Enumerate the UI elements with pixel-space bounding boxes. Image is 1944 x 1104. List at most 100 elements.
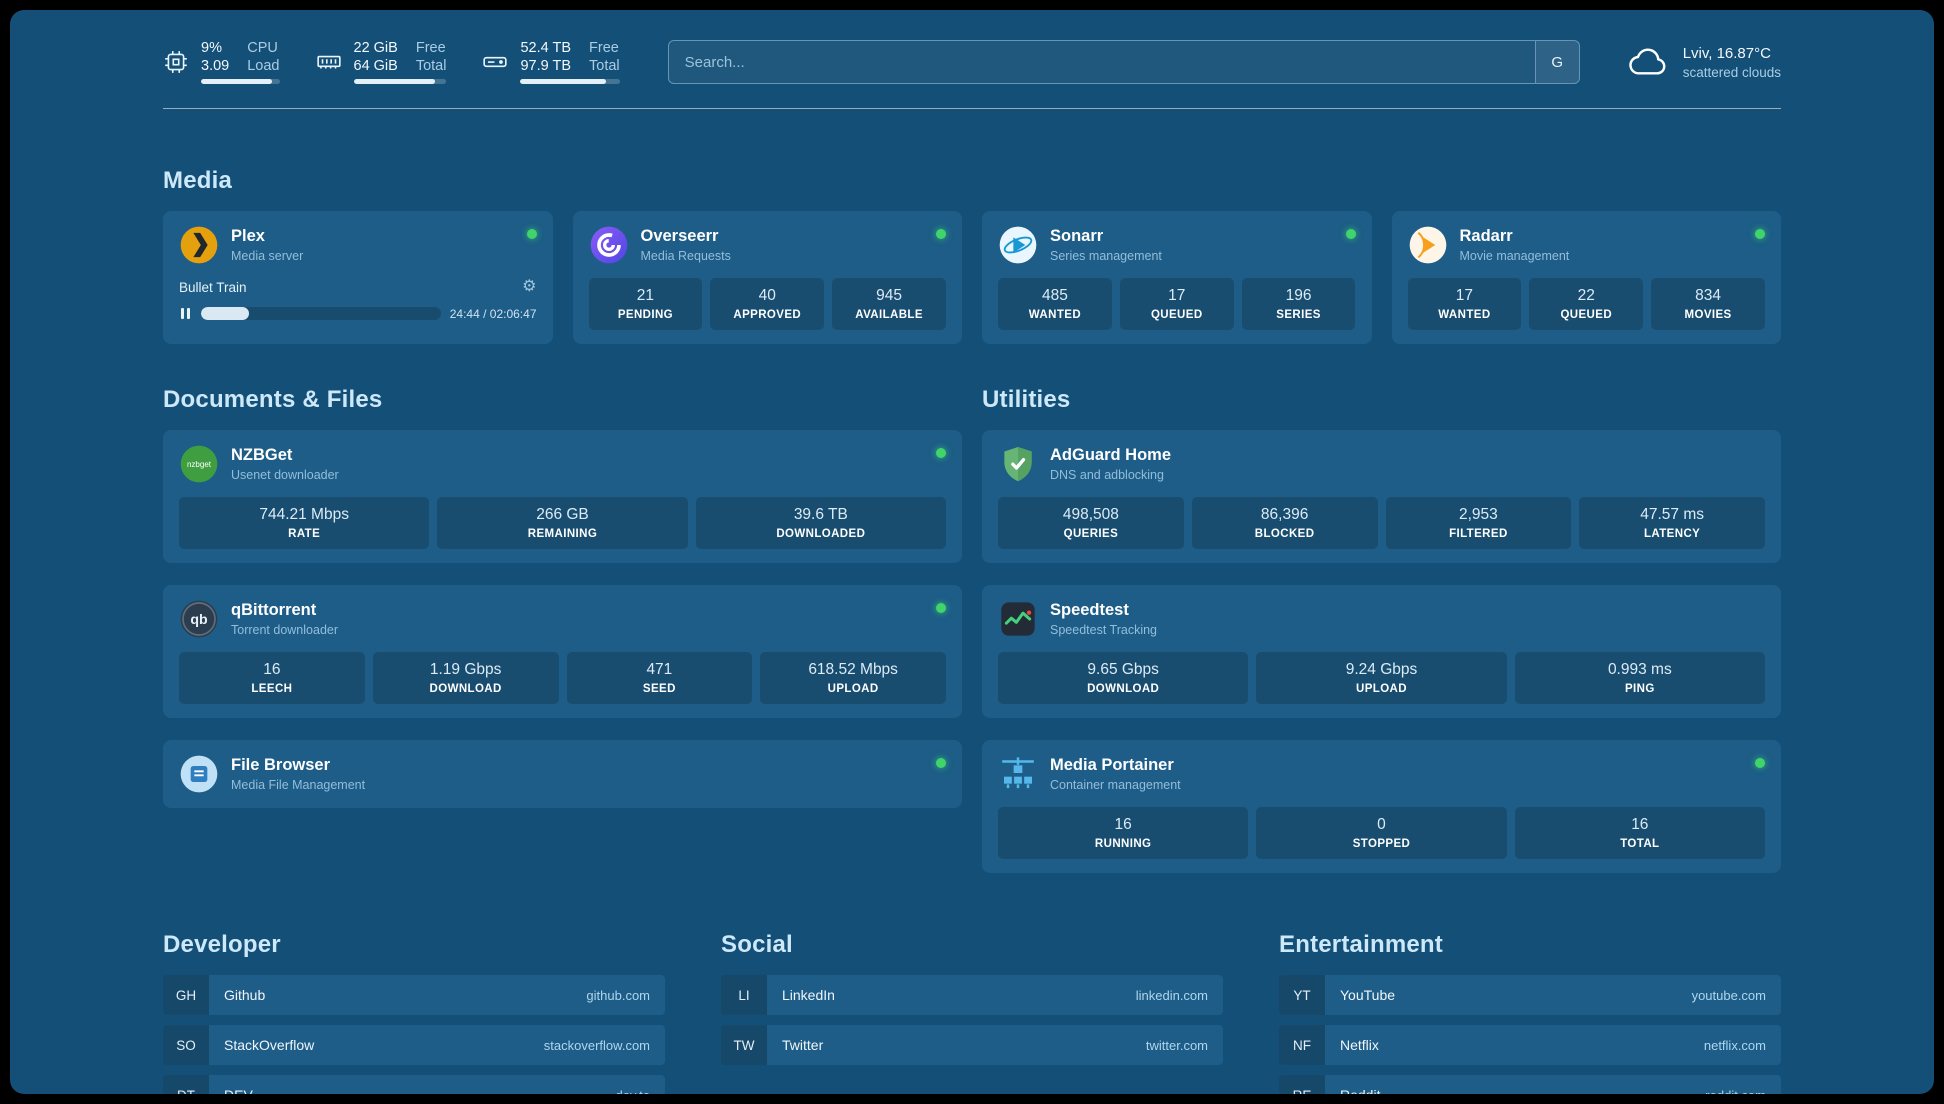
service-subtitle: Media Requests — [640, 249, 731, 263]
bookmark-linkedin[interactable]: LI LinkedIn linkedin.com — [721, 975, 1223, 1015]
svg-text:qb: qb — [190, 612, 208, 628]
nzbget-icon: nzbget — [179, 444, 219, 484]
stat-available: 945 AVAILABLE — [832, 278, 946, 330]
bookmark-reddit[interactable]: RE Reddit reddit.com — [1279, 1075, 1781, 1094]
weather-widget: Lviv, 16.87°C scattered clouds — [1628, 45, 1781, 80]
status-dot — [526, 229, 537, 239]
bookmark-abbr: YT — [1279, 975, 1325, 1015]
bookmark-name: Netflix — [1340, 1037, 1379, 1053]
cpu-load: 3.09 — [201, 58, 230, 74]
adguard-card[interactable]: AdGuard Home DNS and adblocking 498,508 Q… — [982, 430, 1781, 563]
utilities-section-title: Utilities — [982, 386, 1071, 413]
bookmark-youtube[interactable]: YT YouTube youtube.com — [1279, 975, 1781, 1015]
sonarr-icon — [998, 225, 1038, 265]
memory-total: 64 GiB — [353, 58, 398, 74]
nzbget-card[interactable]: nzbget NZBGet Usenet downloader 744.21 M… — [163, 430, 962, 563]
bookmark-stackoverflow[interactable]: SO StackOverflow stackoverflow.com — [163, 1025, 665, 1065]
stat-leech: 16 LEECH — [179, 652, 365, 704]
pause-button[interactable] — [179, 306, 192, 321]
bookmark-dev[interactable]: DT DEV dev.to — [163, 1075, 665, 1094]
disk-progress-bar — [520, 79, 620, 84]
memory-progress-bar — [353, 79, 447, 84]
status-dot — [936, 603, 946, 613]
plex-icon — [179, 225, 219, 265]
adguard-shield-icon — [998, 444, 1038, 484]
stat-download: 1.19 Gbps DOWNLOAD — [372, 652, 559, 704]
bookmark-group-title: Entertainment — [1279, 931, 1443, 958]
bookmark-abbr: GH — [163, 975, 209, 1015]
cpu-progress-bar — [201, 79, 280, 84]
service-subtitle: Speedtest Tracking — [1050, 623, 1158, 637]
now-playing-title: Bullet Train — [179, 279, 247, 295]
bookmark-name: StackOverflow — [224, 1037, 315, 1053]
cloud-icon — [1628, 45, 1670, 79]
bookmark-abbr: LI — [721, 975, 767, 1015]
bookmark-url: netflix.com — [1703, 1037, 1766, 1053]
stat-pending: 21 PENDING — [588, 278, 703, 330]
service-subtitle: Series management — [1050, 249, 1162, 263]
bookmark-name: DEV — [209, 1087, 616, 1094]
service-subtitle: Movie management — [1459, 249, 1570, 263]
stat-downloaded: 39.6 TB DOWNLOADED — [695, 497, 946, 549]
portainer-card[interactable]: Media Portainer Container management 16 R… — [982, 740, 1781, 873]
stat-stopped: 0 STOPPED — [1256, 807, 1507, 859]
bookmark-name: Twitter — [782, 1037, 824, 1053]
filebrowser-card[interactable]: File Browser Media File Management — [163, 740, 962, 808]
sonarr-card[interactable]: Sonarr Series management 485 WANTED 17 QUE… — [982, 211, 1372, 344]
stat-queued: 17 QUEUED — [1119, 278, 1234, 330]
settings-gear-icon[interactable]: ⚙ — [522, 278, 537, 295]
ram-icon — [316, 49, 342, 75]
playback-progress-bar[interactable] — [201, 307, 441, 320]
service-name: Radarr — [1459, 227, 1513, 245]
memory-widget: 22 GiB Free 64 GiB Total — [316, 40, 447, 84]
media-section: Media Plex Media server Bullet Train ⚙ — [163, 167, 1781, 344]
bookmark-twitter[interactable]: TW Twitter twitter.com — [721, 1025, 1223, 1065]
stat-queries: 498,508 QUERIES — [998, 497, 1184, 549]
bookmark-netflix[interactable]: NF Netflix netflix.com — [1279, 1025, 1781, 1065]
search-input[interactable] — [668, 41, 1535, 83]
speedtest-card[interactable]: Speedtest Speedtest Tracking 9.65 Gbps DO… — [982, 585, 1781, 718]
filebrowser-icon — [179, 754, 219, 794]
status-dot — [936, 758, 946, 768]
status-dot — [936, 229, 946, 239]
bookmark-group-title: Developer — [163, 931, 281, 958]
overseerr-card[interactable]: Overseerr Media Requests 21 PENDING 40 APP… — [572, 211, 962, 344]
service-subtitle: Container management — [1050, 778, 1181, 792]
stat-approved: 40 APPROVED — [710, 278, 825, 330]
stat-download: 9.65 Gbps DOWNLOAD — [998, 652, 1249, 704]
stat-latency: 47.57 ms LATENCY — [1579, 497, 1765, 549]
stat-remaining: 266 GB REMAINING — [437, 497, 688, 549]
service-name: File Browser — [231, 756, 331, 774]
bookmark-abbr: TW — [721, 1025, 767, 1065]
utilities-section: Utilities AdGuard Home DNS and adblockin… — [982, 386, 1781, 873]
bookmark-group-entertainment: Entertainment YT YouTube youtube.com NF … — [1279, 931, 1781, 1094]
service-name: Speedtest — [1050, 601, 1129, 619]
status-dot — [1755, 229, 1765, 239]
bookmark-name: Reddit — [1325, 1087, 1705, 1094]
stat-running: 16 RUNNING — [998, 807, 1249, 859]
plex-card[interactable]: Plex Media server Bullet Train ⚙ 24:44 /… — [163, 211, 553, 344]
stat-wanted: 485 WANTED — [998, 278, 1112, 330]
weather-condition: scattered clouds — [1682, 64, 1781, 80]
bookmark-abbr: DT — [163, 1075, 209, 1094]
service-name: NZBGet — [231, 446, 293, 464]
bookmark-url: reddit.com — [1705, 1088, 1781, 1095]
bookmark-abbr: NF — [1279, 1025, 1325, 1065]
stat-wanted: 17 WANTED — [1407, 278, 1522, 330]
status-dot — [1755, 758, 1765, 768]
stat-ping: 0.993 ms PING — [1514, 652, 1765, 704]
bookmark-github[interactable]: GH Github github.com — [163, 975, 665, 1015]
search-provider-button[interactable]: G — [1534, 41, 1579, 83]
bookmark-url: twitter.com — [1145, 1037, 1208, 1053]
radarr-card[interactable]: Radarr Movie management 17 WANTED 22 QUEUE… — [1391, 211, 1781, 344]
disk-widget: 52.4 TB Free 97.9 TB Total — [482, 40, 620, 84]
bookmark-group-title: Social — [721, 931, 793, 958]
stat-queued: 22 QUEUED — [1529, 278, 1644, 330]
service-subtitle: Usenet downloader — [231, 468, 339, 482]
qbittorrent-card[interactable]: qb qBittorrent Torrent downloader 16 LEEC… — [163, 585, 962, 718]
topbar: 9% CPU 3.09 Load 22 GiB Free 64 G — [163, 40, 1781, 84]
service-name: Media Portainer — [1050, 756, 1174, 774]
qbittorrent-icon: qb — [179, 599, 219, 639]
system-stats: 9% CPU 3.09 Load 22 GiB Free 64 G — [163, 40, 620, 84]
overseerr-icon — [589, 225, 629, 265]
